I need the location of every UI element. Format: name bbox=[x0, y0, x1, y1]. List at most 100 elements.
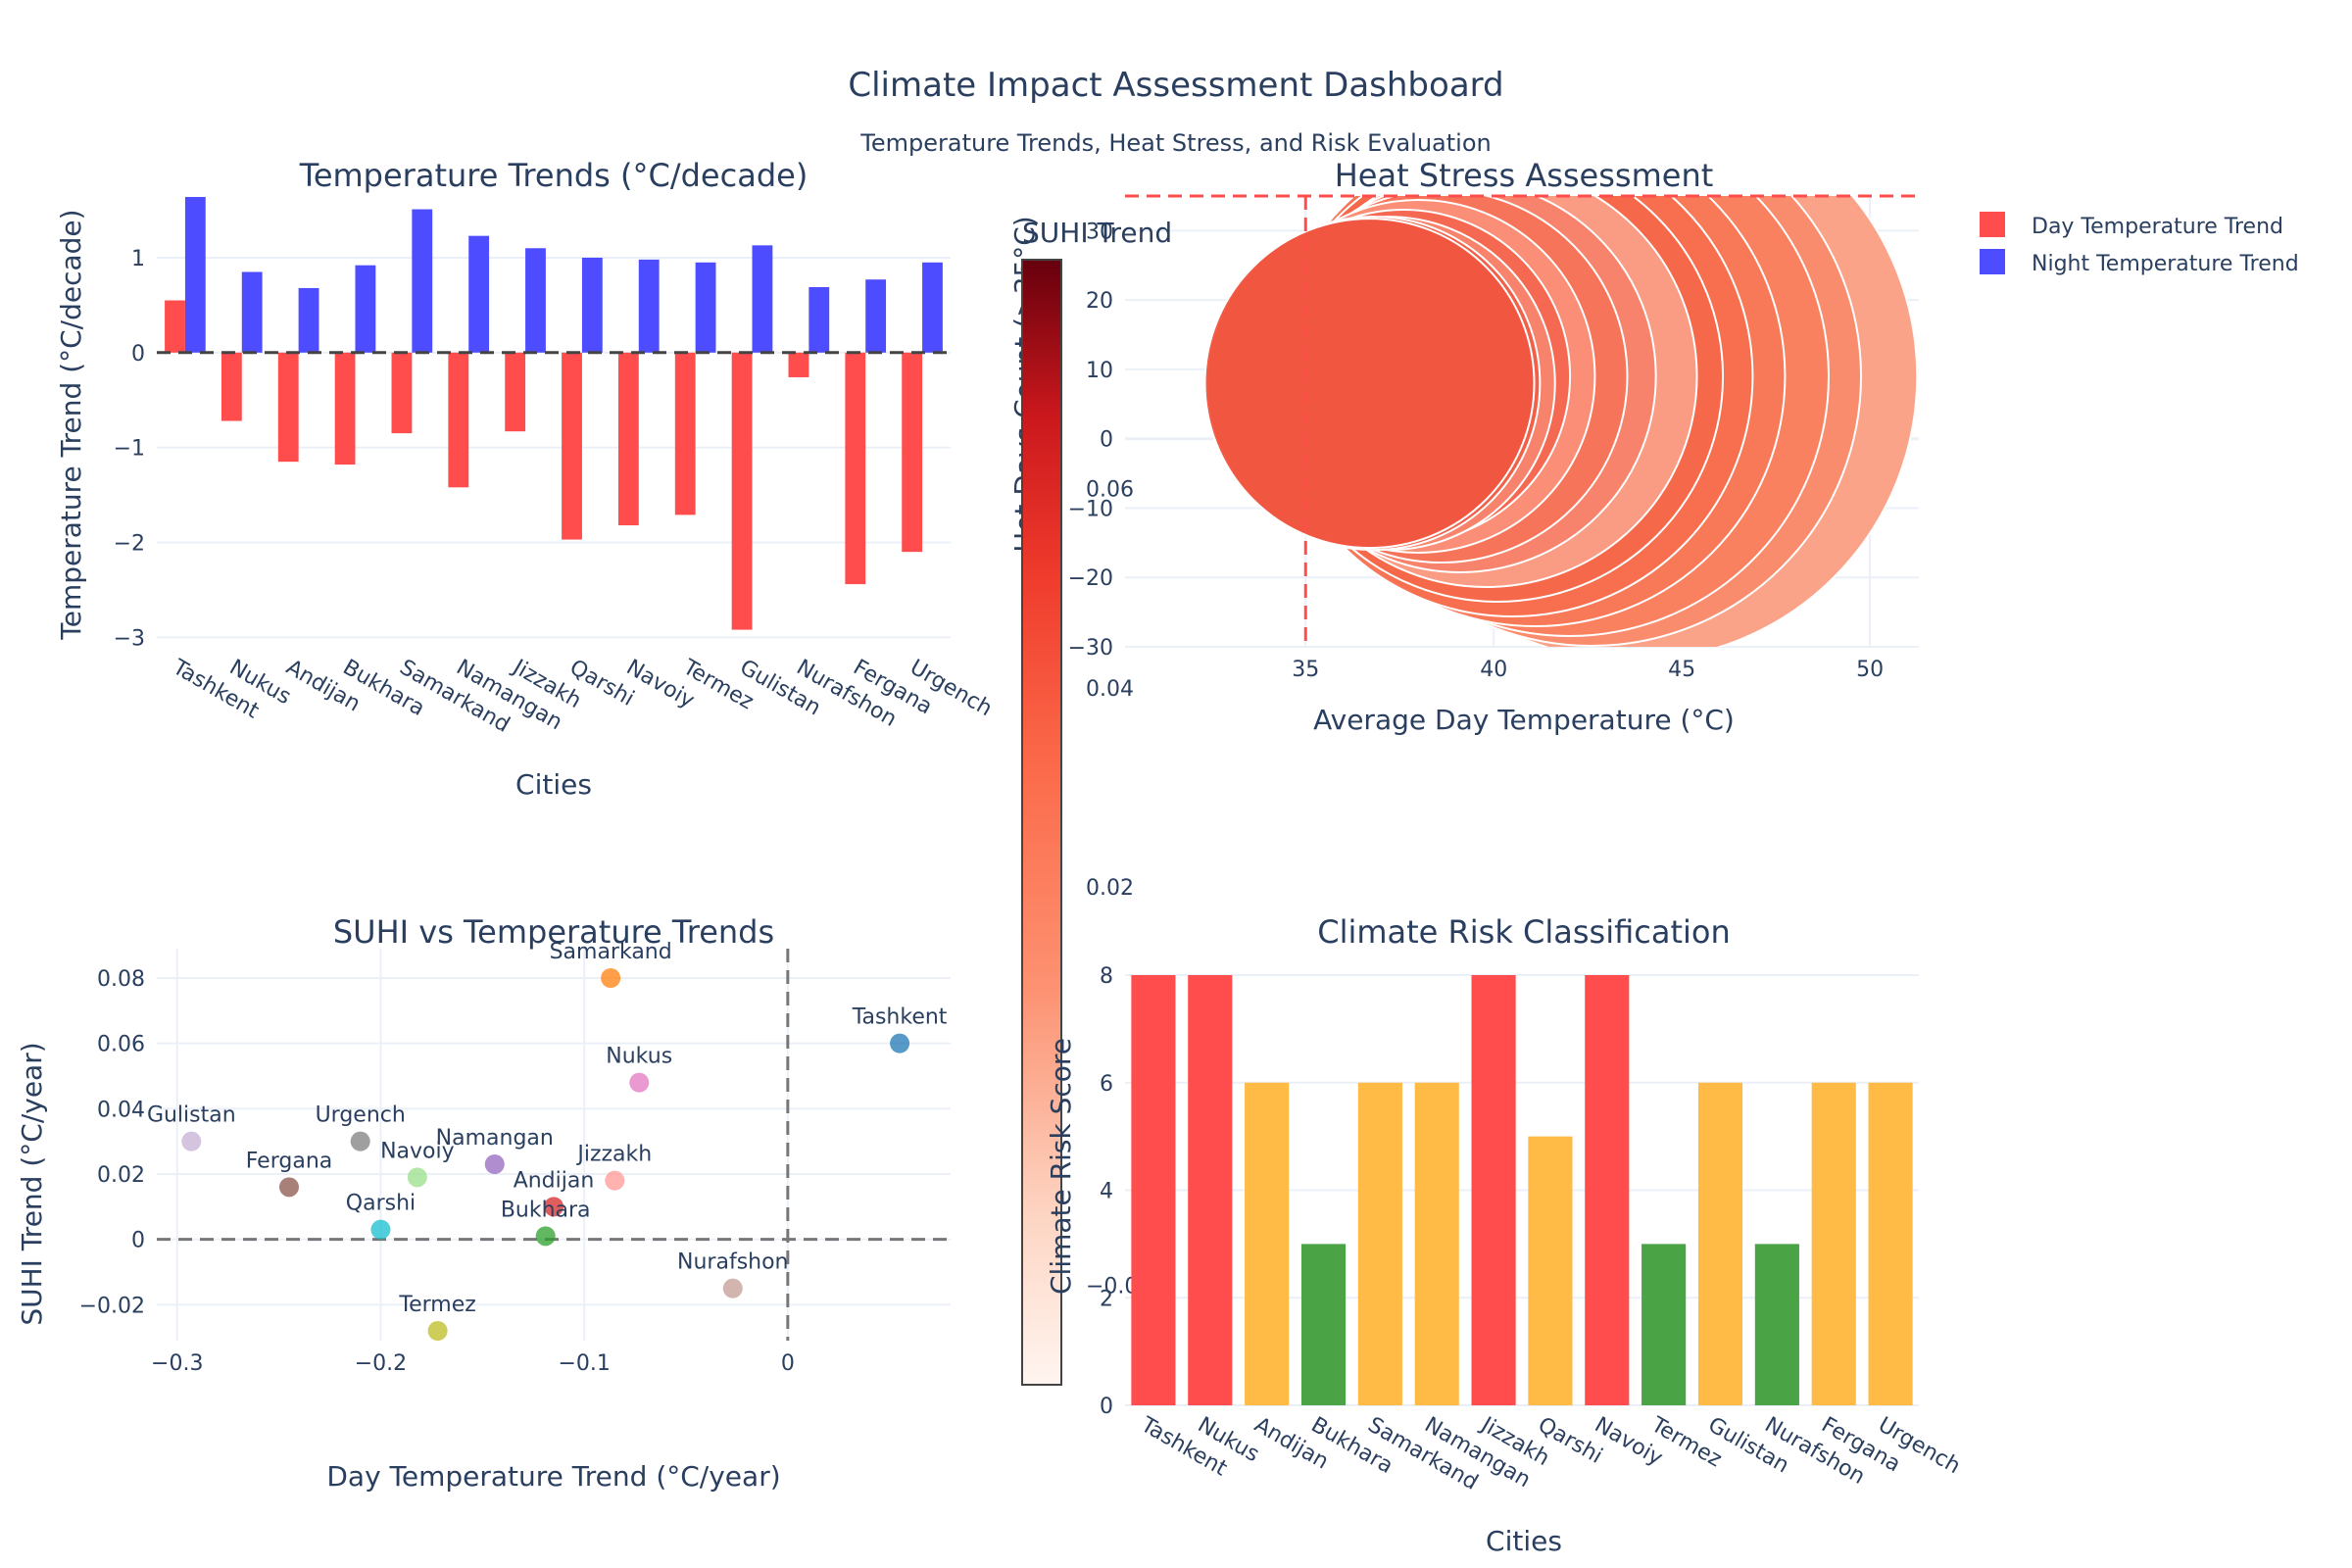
risk-bar bbox=[1188, 975, 1233, 1405]
night-trend-bar bbox=[922, 262, 943, 353]
suhi-point-label: Tashkent bbox=[852, 1005, 948, 1030]
legend-label-day[interactable]: Day Temperature Trend bbox=[2032, 215, 2283, 239]
dashboard-title: Climate Impact Assessment Dashboard bbox=[848, 66, 1503, 105]
risk-bar bbox=[1754, 1244, 1799, 1405]
risk-y-tick: 0 bbox=[1100, 1395, 1113, 1419]
suhi-point-label: Bukhara bbox=[501, 1198, 591, 1222]
risk-bar bbox=[1868, 1082, 1913, 1405]
colorbar-gradient bbox=[1021, 259, 1062, 1386]
suhi-y-tick: 0.08 bbox=[97, 967, 145, 992]
risk-bar bbox=[1642, 1244, 1687, 1405]
climate-risk-y-title: Climate Risk Score bbox=[1045, 1038, 1077, 1295]
night-trend-bar bbox=[241, 271, 263, 353]
suhi-colorbar: SUHI Trend 0.060.040.02−0.02 bbox=[1021, 217, 1172, 1386]
heat-y-tick: 20 bbox=[1086, 289, 1113, 314]
suhi-x-tick: −0.2 bbox=[355, 1351, 407, 1376]
colorbar-tick: 0.02 bbox=[1086, 876, 1134, 901]
temp-y-tick: 0 bbox=[131, 342, 145, 367]
suhi-point bbox=[890, 1033, 910, 1054]
suhi-point bbox=[484, 1154, 505, 1174]
suhi-point-label: Andijan bbox=[514, 1168, 595, 1193]
suhi-point-label: Gulistan bbox=[147, 1103, 236, 1128]
temperature-trends-x-title: Cities bbox=[515, 768, 592, 801]
day-trend-bar bbox=[334, 352, 356, 466]
day-trend-bar bbox=[788, 352, 809, 377]
risk-bar bbox=[1471, 975, 1516, 1405]
risk-y-tick: 4 bbox=[1100, 1180, 1113, 1204]
suhi-point-label: Fergana bbox=[246, 1149, 333, 1173]
night-trend-bar bbox=[752, 245, 773, 353]
temperature-trends-y-title: Temperature Trend (°C/decade) bbox=[55, 209, 87, 640]
heat-stress-x-title: Average Day Temperature (°C) bbox=[1313, 704, 1735, 736]
climate-risk-title: Climate Risk Classification bbox=[1317, 913, 1731, 951]
night-trend-bar bbox=[184, 196, 206, 353]
legend-swatch-night[interactable] bbox=[1980, 249, 2005, 274]
suhi-title: SUHI vs Temperature Trends bbox=[333, 913, 774, 951]
suhi-y-title: SUHI Trend (°C/year) bbox=[16, 1042, 48, 1325]
suhi-y-tick: 0.06 bbox=[97, 1033, 145, 1057]
suhi-x-tick: 0 bbox=[781, 1351, 795, 1376]
heat-y-tick: 0 bbox=[1100, 428, 1113, 453]
temperature-trends-panel: Temperature Trends (°C/decade) Temperatu… bbox=[55, 157, 996, 801]
day-trend-bar bbox=[731, 352, 753, 630]
night-trend-bar bbox=[468, 235, 490, 353]
day-trend-bar bbox=[617, 352, 639, 526]
day-trend-bar bbox=[562, 352, 582, 540]
suhi-point-label: Samarkand bbox=[550, 940, 672, 964]
suhi-point bbox=[722, 1278, 743, 1298]
suhi-point bbox=[370, 1219, 391, 1240]
heat-y-tick: 10 bbox=[1086, 359, 1113, 383]
temp-y-tick: −3 bbox=[114, 626, 145, 651]
suhi-point-label: Nukus bbox=[606, 1045, 672, 1069]
night-trend-bar bbox=[298, 287, 319, 353]
suhi-point bbox=[350, 1131, 370, 1152]
suhi-point bbox=[279, 1177, 299, 1198]
day-trend-bar bbox=[505, 352, 526, 432]
day-trend-bar bbox=[902, 352, 923, 553]
heat-bubble bbox=[1203, 218, 1536, 550]
legend-swatch-day[interactable] bbox=[1980, 212, 2005, 237]
risk-y-tick: 6 bbox=[1100, 1072, 1113, 1097]
suhi-point bbox=[544, 1197, 564, 1217]
suhi-point bbox=[629, 1072, 650, 1093]
temp-y-tick: −2 bbox=[114, 531, 145, 556]
night-trend-bar bbox=[638, 259, 660, 353]
risk-bar bbox=[1300, 1244, 1347, 1405]
suhi-point-label: Jizzakh bbox=[575, 1143, 652, 1167]
heat-stress-panel: Heat Stress Assessment 3020100−10−20−30 … bbox=[1008, 157, 1919, 736]
day-trend-bar bbox=[220, 352, 242, 421]
suhi-point bbox=[181, 1131, 202, 1152]
night-trend-bar bbox=[525, 248, 546, 353]
heat-x-tick: 35 bbox=[1292, 658, 1319, 682]
suhi-point bbox=[605, 1170, 625, 1191]
heat-y-tick: 30 bbox=[1086, 220, 1113, 244]
suhi-vs-temperature-panel: SUHI vs Temperature Trends SUHI Trend (°… bbox=[16, 913, 951, 1493]
heat-y-tick: −10 bbox=[1068, 497, 1113, 521]
day-trend-bar bbox=[391, 352, 413, 434]
legend-label-night[interactable]: Night Temperature Trend bbox=[2032, 252, 2299, 276]
risk-bar bbox=[1811, 1082, 1856, 1405]
legend: Day Temperature Trend Night Temperature … bbox=[1980, 212, 2299, 276]
suhi-point-label: Termez bbox=[398, 1293, 475, 1317]
suhi-point bbox=[601, 968, 621, 988]
night-trend-bar bbox=[865, 279, 887, 353]
suhi-x-tick: −0.3 bbox=[151, 1351, 203, 1376]
day-trend-bar bbox=[448, 352, 469, 488]
day-trend-bar bbox=[165, 300, 185, 353]
suhi-y-tick: 0.04 bbox=[97, 1098, 145, 1122]
colorbar-tick: 0.06 bbox=[1086, 478, 1134, 503]
suhi-y-tick: 0.02 bbox=[97, 1163, 145, 1188]
night-trend-bar bbox=[355, 265, 376, 353]
heat-x-tick: 40 bbox=[1480, 658, 1507, 682]
suhi-point bbox=[427, 1321, 448, 1341]
risk-bar bbox=[1245, 1082, 1290, 1405]
risk-y-tick: 8 bbox=[1100, 964, 1113, 989]
day-trend-bar bbox=[674, 352, 696, 515]
suhi-point-label: Nurafshon bbox=[677, 1250, 788, 1275]
heat-y-tick: −20 bbox=[1068, 566, 1113, 591]
suhi-point-label: Namangan bbox=[436, 1126, 554, 1151]
suhi-x-tick: −0.1 bbox=[558, 1351, 610, 1376]
risk-bar bbox=[1697, 1082, 1743, 1405]
suhi-point bbox=[407, 1167, 427, 1188]
